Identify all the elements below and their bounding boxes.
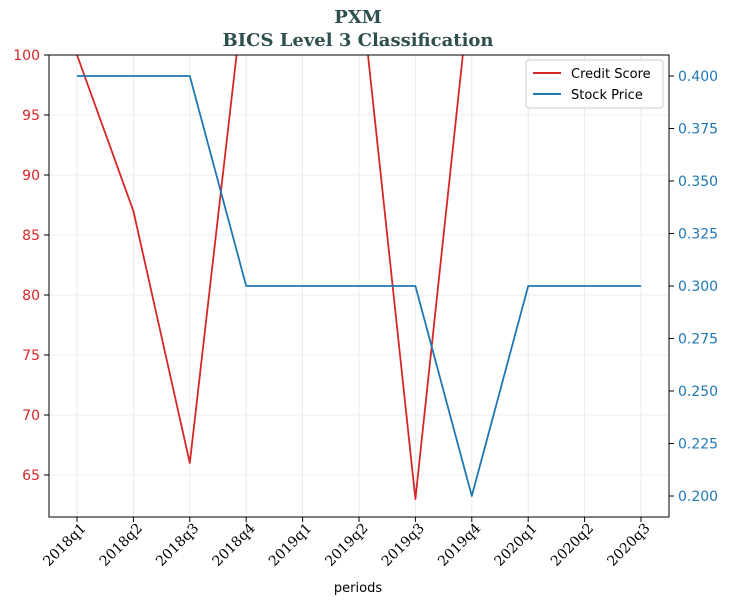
x-tick-label: 2018q4 (210, 520, 259, 569)
left-tick-label: 75 (22, 348, 40, 364)
grid (49, 54, 669, 517)
series-line-credit-score (367, 55, 464, 500)
legend: Credit Score Stock Price (525, 59, 664, 109)
right-tick-label: 0.375 (678, 122, 718, 138)
right-tick-label: 0.325 (678, 227, 718, 243)
right-tick-label: 0.300 (678, 279, 718, 295)
x-axis-label: periods (334, 581, 382, 596)
x-axis: 2018q1 2018q2 2018q3 2018q4 2019q1 2019q2 2019… (40, 517, 653, 570)
x-tick-label: 2019q2 (322, 521, 371, 570)
right-tick-label: 0.250 (678, 384, 718, 400)
left-tick-label: 85 (22, 228, 40, 244)
left-tick-label: 65 (22, 468, 40, 484)
left-tick-label: 95 (22, 108, 40, 124)
chart-subtitle: BICS Level 3 Classification (222, 30, 493, 51)
left-tick-label: 80 (22, 288, 40, 304)
legend-label-stock-price: Stock Price (571, 88, 643, 103)
x-tick-label: 2019q4 (435, 520, 484, 569)
left-tick-label: 90 (22, 168, 40, 184)
right-tick-label: 0.225 (678, 437, 718, 453)
plot-area (76, 55, 641, 500)
right-tick-label: 0.400 (678, 69, 718, 85)
right-tick-label: 0.275 (678, 332, 718, 348)
left-tick-label: 100 (13, 48, 40, 64)
left-tick-label: 70 (22, 408, 40, 424)
x-tick-label: 2019q3 (379, 521, 428, 570)
x-tick-label: 2018q3 (153, 521, 202, 570)
x-tick-label: 2020q2 (548, 521, 597, 570)
series-line-credit-score (76, 55, 238, 464)
right-axis: 0.200 0.225 0.250 0.275 0.300 0.325 0.350 0.375… (669, 69, 718, 505)
x-tick-label: 2019q1 (266, 521, 315, 570)
left-axis: 65 70 75 80 85 90 95 100 (13, 48, 49, 484)
right-tick-label: 0.350 (678, 174, 718, 190)
x-tick-label: 2020q1 (492, 521, 541, 570)
series-line-stock-price (77, 75, 641, 497)
legend-label-credit-score: Credit Score (571, 67, 651, 82)
chart-title: PXM (334, 7, 382, 28)
x-tick-label: 2020q3 (604, 521, 653, 570)
x-tick-label: 2018q2 (97, 521, 146, 570)
x-tick-label: 2018q1 (40, 521, 89, 570)
right-tick-label: 0.200 (678, 489, 718, 505)
